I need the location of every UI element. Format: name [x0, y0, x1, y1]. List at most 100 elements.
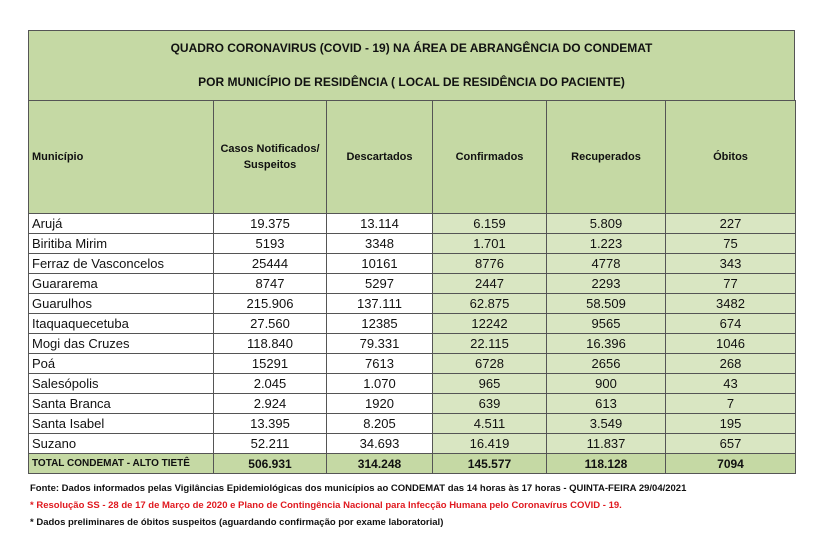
row-cell: 75: [665, 233, 796, 254]
row-cell: 2293: [546, 273, 666, 294]
row-cell: 2447: [432, 273, 547, 294]
row-cell: 9565: [546, 313, 666, 334]
total-cell: 506.931: [213, 453, 327, 474]
row-cell: 15291: [213, 353, 327, 374]
row-cell: 2.045: [213, 373, 327, 394]
row-cell: 34.693: [326, 433, 433, 454]
row-cell: 1.070: [326, 373, 433, 394]
row: Santa Branca 2.924 1920 639 613 7: [28, 393, 796, 414]
row: Arujá 19.375 13.114 6.159 5.809 227: [28, 213, 796, 234]
row: Biritiba Mirim 5193 3348 1.701 1.223 75: [28, 233, 796, 254]
row-cell: 12385: [326, 313, 433, 334]
row-label: Arujá: [28, 213, 214, 234]
row-cell: 58.509: [546, 293, 666, 314]
row-cell: 19.375: [213, 213, 327, 234]
row: Mogi das Cruzes 118.840 79.331 22.115 16.396…: [28, 333, 796, 354]
row-cell: 1.223: [546, 233, 666, 254]
row-cell: 16.396: [546, 333, 666, 354]
row-cell: 5.809: [546, 213, 666, 234]
row: Guarulhos 215.906 137.111 62.875 58.509 3482: [28, 293, 796, 314]
row-cell: 2656: [546, 353, 666, 374]
row-cell: 5297: [326, 273, 433, 294]
row-cell: 12242: [432, 313, 547, 334]
total-cell: 314.248: [326, 453, 433, 474]
row-label: Santa Isabel: [28, 413, 214, 434]
total-cell: 118.128: [546, 453, 666, 474]
header: Município Casos Notificados/ Suspeitos Des…: [28, 100, 796, 214]
row-cell: 5193: [213, 233, 327, 254]
row-label: Suzano: [28, 433, 214, 454]
row-label: Poá: [28, 353, 214, 374]
row-cell: 10161: [326, 253, 433, 274]
row-cell: 13.114: [326, 213, 433, 234]
footnote: * Resolução SS - 28 de 17 de Março de 20…: [30, 500, 622, 511]
row-cell: 27.560: [213, 313, 327, 334]
total-cell: 145.577: [432, 453, 547, 474]
covid-table: Município Casos Notificados/ Suspeitos Des…: [28, 100, 796, 474]
header-cell: Descartados: [326, 100, 433, 214]
title-line: POR MUNICÍPIO DE RESIDÊNCIA ( LOCAL DE R…: [198, 75, 625, 89]
row-label: Santa Branca: [28, 393, 214, 414]
total-label: TOTAL CONDEMAT - ALTO TIETÊ: [28, 453, 214, 474]
row-cell: 7613: [326, 353, 433, 374]
row-cell: 195: [665, 413, 796, 434]
row-cell: 613: [546, 393, 666, 414]
row-cell: 2.924: [213, 393, 327, 414]
row-label: Ferraz de Vasconcelos: [28, 253, 214, 274]
row-cell: 215.906: [213, 293, 327, 314]
footnote: Fonte: Dados informados pelas Vigilância…: [30, 483, 687, 494]
row-cell: 8.205: [326, 413, 433, 434]
row-cell: 3482: [665, 293, 796, 314]
footnote: * Dados preliminares de óbitos suspeitos…: [30, 517, 444, 528]
row-cell: 965: [432, 373, 547, 394]
row-label: Guarulhos: [28, 293, 214, 314]
row-cell: 343: [665, 253, 796, 274]
row-cell: 43: [665, 373, 796, 394]
row-cell: 137.111: [326, 293, 433, 314]
row-cell: 4778: [546, 253, 666, 274]
title-line: QUADRO CORONAVIRUS (COVID - 19) NA ÁREA …: [170, 41, 653, 55]
total: TOTAL CONDEMAT - ALTO TIETÊ 506.931 314.24…: [28, 453, 796, 474]
row-cell: 3.549: [546, 413, 666, 434]
row-cell: 22.115: [432, 333, 547, 354]
row-cell: 7: [665, 393, 796, 414]
row: Guararema 8747 5297 2447 2293 77: [28, 273, 796, 294]
row: Ferraz de Vasconcelos 25444 10161 8776 4778 3…: [28, 253, 796, 274]
row-cell: 8747: [213, 273, 327, 294]
total-cell: 7094: [665, 453, 796, 474]
row-cell: 16.419: [432, 433, 547, 454]
row-label: Mogi das Cruzes: [28, 333, 214, 354]
row: Salesópolis 2.045 1.070 965 900 43: [28, 373, 796, 394]
row-cell: 79.331: [326, 333, 433, 354]
row: Suzano 52.211 34.693 16.419 11.837 657: [28, 433, 796, 454]
row-cell: 52.211: [213, 433, 327, 454]
row-cell: 25444: [213, 253, 327, 274]
row: Santa Isabel 13.395 8.205 4.511 3.549 195: [28, 413, 796, 434]
row-cell: 11.837: [546, 433, 666, 454]
row-cell: 8776: [432, 253, 547, 274]
header-cell: Casos Notificados/ Suspeitos: [213, 100, 327, 214]
row-cell: 227: [665, 213, 796, 234]
row-cell: 1920: [326, 393, 433, 414]
row: Poá 15291 7613 6728 2656 268: [28, 353, 796, 374]
footnotes: Fonte: Dados informados pelas Vigilância…: [30, 480, 686, 531]
row-cell: 3348: [326, 233, 433, 254]
row-cell: 900: [546, 373, 666, 394]
title-block: QUADRO CORONAVIRUS (COVID - 19) NA ÁREA …: [28, 30, 795, 100]
report: QUADRO CORONAVIRUS (COVID - 19) NA ÁREA …: [28, 30, 796, 474]
row-cell: 1.701: [432, 233, 547, 254]
row-cell: 6728: [432, 353, 547, 374]
header-cell: Recuperados: [546, 100, 666, 214]
row-cell: 4.511: [432, 413, 547, 434]
row-cell: 6.159: [432, 213, 547, 234]
row-cell: 674: [665, 313, 796, 334]
header-label: Município: [28, 100, 214, 214]
row-cell: 1046: [665, 333, 796, 354]
header-cell: Confirmados: [432, 100, 547, 214]
header-cell: Óbitos: [665, 100, 796, 214]
row-cell: 13.395: [213, 413, 327, 434]
row-cell: 657: [665, 433, 796, 454]
row-cell: 118.840: [213, 333, 327, 354]
row-label: Itaquaquecetuba: [28, 313, 214, 334]
